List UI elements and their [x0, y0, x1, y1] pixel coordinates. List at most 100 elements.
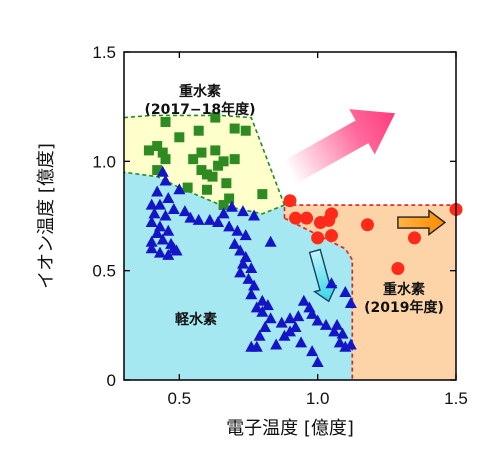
- triangle-data-point: [234, 244, 247, 256]
- triangle-data-point: [217, 207, 230, 219]
- triangle-data-point: [156, 233, 169, 245]
- y-axis-title: イオン温度 [億度]: [36, 143, 57, 289]
- triangle-data-point: [344, 296, 357, 308]
- circle-data-point: [360, 218, 374, 232]
- triangle-data-point: [333, 336, 346, 348]
- circle-data-point: [391, 261, 405, 275]
- square-data-point: [229, 123, 240, 134]
- triangle-data-point: [173, 183, 186, 195]
- triangle-data-point: [256, 294, 269, 306]
- triangle-data-point: [239, 229, 252, 241]
- triangle-data-point: [264, 312, 277, 324]
- triangle-data-point: [234, 266, 247, 278]
- triangle-data-point: [145, 216, 158, 228]
- triangle-data-point: [275, 316, 288, 328]
- triangle-data-point: [167, 242, 180, 254]
- region-label-label-deut-old: (2017−18年度): [145, 101, 256, 118]
- square-data-point: [152, 165, 163, 176]
- square-data-point: [229, 154, 240, 165]
- triangle-data-point: [261, 299, 274, 311]
- triangle-data-point: [297, 294, 310, 306]
- square-data-point: [182, 182, 193, 193]
- triangle-data-point: [212, 216, 225, 228]
- triangle-data-point: [159, 174, 172, 186]
- circle-data-point: [311, 231, 325, 245]
- region-label-label-deut-new: 重水素: [383, 281, 425, 298]
- y-tick-label: 1.0: [92, 152, 116, 171]
- plot-frame: [123, 51, 457, 381]
- triangle-data-point: [245, 288, 258, 300]
- region-label-label-hydrogen: 軽水素: [175, 311, 217, 328]
- triangle-data-point: [156, 165, 169, 177]
- triangle-data-point: [145, 242, 158, 254]
- triangle-data-point: [162, 192, 175, 204]
- triangle-data-point: [253, 329, 266, 341]
- x-tick-label: 1.5: [444, 389, 468, 408]
- circle-data-point: [300, 211, 314, 225]
- triangle-data-point: [203, 213, 216, 225]
- triangle-data-point: [336, 327, 349, 339]
- triangle-data-point: [151, 185, 164, 197]
- square-data-point: [174, 132, 185, 143]
- square-data-point: [193, 125, 204, 136]
- triangle-data-point: [192, 213, 205, 225]
- orange-region-boundary: [284, 217, 354, 380]
- square-data-point: [240, 125, 251, 136]
- square-data-point: [224, 193, 235, 204]
- triangle-data-point: [178, 205, 191, 217]
- square-data-point: [202, 184, 212, 195]
- yellow-region-boundary: [124, 171, 285, 215]
- triangle-data-point: [145, 235, 158, 247]
- triangle-data-point: [236, 257, 249, 269]
- region-orange: [284, 205, 456, 380]
- triangle-data-point: [162, 248, 175, 260]
- square-data-point: [202, 169, 212, 180]
- axis-ticks: 0.5 1.0 1.5 0 0.5 1.0 1.5: [92, 43, 467, 408]
- triangle-data-point: [344, 338, 357, 350]
- triangle-data-point: [242, 272, 255, 284]
- region-label-label-deut-old: 重水素: [179, 83, 221, 100]
- triangle-data-point: [225, 200, 238, 212]
- triangle-data-point: [236, 205, 249, 217]
- triangle-data-point: [325, 277, 338, 289]
- triangle-data-point: [228, 237, 241, 249]
- square-data-point: [218, 200, 229, 211]
- triangle-data-point: [145, 198, 158, 210]
- y-tick-label: 0: [107, 371, 116, 390]
- triangle-data-point: [259, 321, 272, 333]
- triangle-data-point: [248, 279, 261, 291]
- triangle-data-point: [319, 318, 332, 330]
- square-data-point: [221, 178, 232, 189]
- square-data-point: [218, 156, 229, 167]
- circle-data-point: [283, 194, 297, 208]
- triangle-data-point: [292, 310, 305, 322]
- triangle-data-point: [248, 209, 261, 221]
- triangle-data-point: [278, 329, 291, 341]
- square-data-point: [160, 116, 171, 127]
- square-data-point: [157, 147, 168, 158]
- orange-region-boundary: [283, 204, 456, 219]
- triangle-data-point: [184, 211, 197, 223]
- triangle-data-point: [284, 325, 296, 337]
- triangle-data-point: [328, 325, 341, 337]
- triangle-data-point: [264, 235, 277, 247]
- x-tick-label: 1.0: [306, 389, 330, 408]
- triangle-data-point: [153, 246, 166, 258]
- square-data-point: [207, 171, 218, 182]
- square-data-point: [257, 189, 268, 200]
- pink-trend-arrow: [283, 109, 396, 184]
- triangle-data-point: [250, 301, 263, 313]
- triangle-data-point: [331, 318, 344, 330]
- triangle-data-point: [306, 345, 319, 357]
- triangle-data-point: [289, 321, 302, 333]
- square-data-point: [152, 141, 163, 152]
- y-tick-label: 0.5: [92, 262, 116, 281]
- triangle-data-point: [306, 307, 319, 319]
- triangle-data-point: [339, 286, 352, 298]
- triangle-data-point: [245, 261, 258, 273]
- square-data-point: [196, 147, 207, 158]
- triangle-data-point: [311, 356, 324, 368]
- x-axis-title: 電子温度 [億度]: [226, 418, 354, 439]
